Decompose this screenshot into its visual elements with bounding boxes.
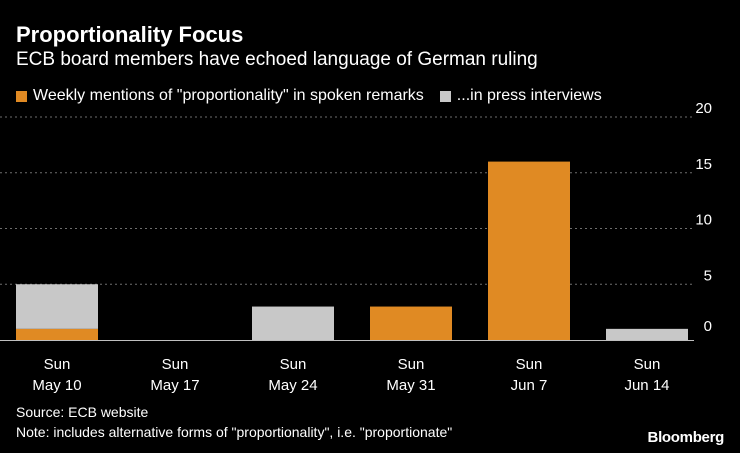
source-note: Source: ECB website	[16, 404, 149, 420]
bar-press	[252, 306, 334, 340]
x-tick-label-day: Sun	[280, 356, 307, 373]
y-tick-label: 0	[704, 318, 712, 335]
y-tick-label: 5	[704, 267, 712, 284]
chart-subtitle: ECB board members have echoed language o…	[16, 49, 538, 70]
footnote: Note: includes alternative forms of "pro…	[16, 424, 453, 440]
bar-spoken	[16, 328, 98, 340]
x-tick-label-date: May 24	[268, 377, 317, 394]
x-tick-label-date: Jun 7	[511, 377, 548, 394]
x-tick-label-date: Jun 14	[624, 377, 669, 394]
legend-swatch-press	[439, 90, 451, 102]
legend-swatch-spoken	[16, 90, 27, 102]
y-tick-label: 15	[695, 156, 712, 173]
bar-spoken	[488, 161, 570, 340]
x-tick-label-day: Sun	[162, 356, 189, 373]
x-tick-label-date: May 10	[32, 377, 81, 394]
legend-item-spoken: Weekly mentions of "proportionality" in …	[16, 87, 424, 105]
bar-chart: 0 5 10 15 20 Sun May 10 Sun May 17 Sun May 24 Sun Ma…	[0, 100, 712, 394]
x-tick-label-day: Sun	[398, 356, 425, 373]
chart-title: Proportionality Focus	[16, 22, 244, 47]
legend-item-press: ...in press interviews	[439, 87, 602, 105]
x-tick-label-day: Sun	[634, 356, 661, 373]
legend-label-press: ...in press interviews	[456, 87, 602, 104]
legend-label-spoken: Weekly mentions of "proportionality" in …	[33, 87, 424, 104]
bar-press	[16, 284, 98, 329]
x-tick-label-day: Sun	[516, 356, 543, 373]
bar-press	[606, 328, 688, 340]
legend: Weekly mentions of "proportionality" in …	[16, 87, 618, 105]
x-tick-label-date: May 31	[386, 377, 435, 394]
y-tick-label: 10	[695, 212, 712, 229]
x-tick-label-date: May 17	[150, 377, 199, 394]
bloomberg-logo: Bloomberg	[647, 429, 725, 446]
x-tick-label-day: Sun	[44, 356, 71, 373]
y-tick-label: 20	[695, 100, 712, 117]
bar-spoken	[370, 306, 452, 340]
